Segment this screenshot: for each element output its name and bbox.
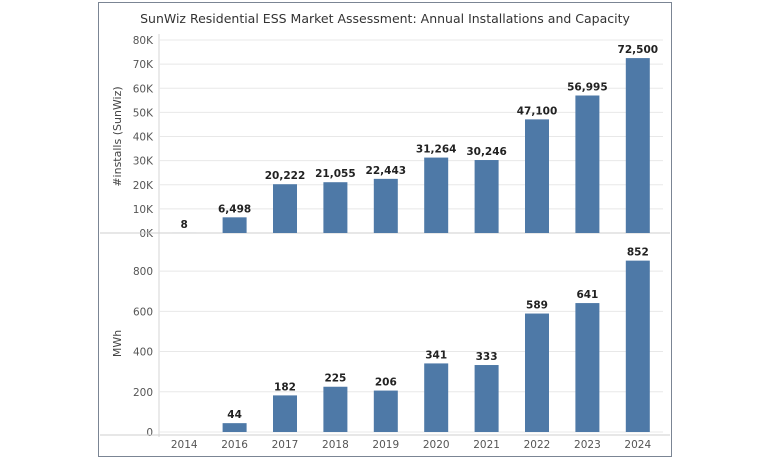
bar xyxy=(575,303,600,432)
y-tick-label: 40K xyxy=(133,132,154,144)
data-label: 852 xyxy=(627,247,649,259)
bar xyxy=(474,160,499,233)
bar xyxy=(625,58,650,233)
y-tick-label: 20K xyxy=(133,180,154,192)
x-tick-label: 2016 xyxy=(221,439,248,451)
bar xyxy=(373,390,398,432)
data-label: 72,500 xyxy=(618,44,659,56)
y-tick-label: 600 xyxy=(133,306,153,318)
data-label: 22,443 xyxy=(366,165,407,177)
chart-title: SunWiz Residential ESS Market Assessment… xyxy=(140,11,630,26)
y-tick-label: 70K xyxy=(133,59,154,71)
bar xyxy=(273,184,297,233)
bar xyxy=(222,217,247,233)
y-tick-label: 30K xyxy=(133,156,154,168)
data-label: 31,264 xyxy=(416,144,457,156)
data-label: 589 xyxy=(526,300,548,312)
bar xyxy=(373,178,398,233)
y-tick-label: 50K xyxy=(133,107,154,119)
x-tick-label: 2014 xyxy=(171,439,198,451)
y-tick-label: 0K xyxy=(139,228,154,240)
bar xyxy=(525,119,549,233)
data-label: 56,995 xyxy=(567,81,608,93)
bar xyxy=(273,395,297,432)
bar xyxy=(474,365,499,432)
x-tick-label: 2022 xyxy=(524,439,551,451)
y-tick-label: 60K xyxy=(133,83,154,95)
data-label: 641 xyxy=(576,289,598,301)
bar xyxy=(222,423,247,432)
x-tick-label: 2024 xyxy=(624,439,651,451)
x-tick-label: 2020 xyxy=(423,439,450,451)
x-tick-label: 2019 xyxy=(372,439,399,451)
bar xyxy=(575,95,600,233)
x-tick-label: 2021 xyxy=(473,439,500,451)
y-tick-label: 80K xyxy=(133,35,154,47)
data-label: 225 xyxy=(324,373,346,385)
y-tick-label: 800 xyxy=(133,266,153,278)
data-label: 21,055 xyxy=(315,168,356,180)
data-label: 333 xyxy=(476,351,498,363)
data-label: 6,498 xyxy=(218,203,251,215)
bar xyxy=(525,313,549,432)
x-tick-label: 2018 xyxy=(322,439,349,451)
y-tick-label: 10K xyxy=(133,204,154,216)
data-label: 341 xyxy=(425,349,447,361)
data-label: 30,246 xyxy=(466,146,507,158)
y-tick-label: 200 xyxy=(133,387,153,399)
x-tick-label: 2023 xyxy=(574,439,601,451)
x-tick-label: 2017 xyxy=(272,439,299,451)
data-label: 182 xyxy=(274,381,296,393)
data-label: 206 xyxy=(375,377,397,389)
bar xyxy=(323,182,348,233)
y-axis-title: #installs (SunWiz) xyxy=(111,86,124,186)
bar xyxy=(323,386,348,432)
bar xyxy=(625,260,650,432)
data-label: 8 xyxy=(181,219,188,231)
y-axis-title: MWh xyxy=(111,330,124,357)
data-label: 47,100 xyxy=(517,105,558,117)
data-label: 44 xyxy=(227,409,242,421)
y-tick-label: 400 xyxy=(133,347,153,359)
bar xyxy=(424,157,449,233)
data-label: 20,222 xyxy=(265,170,306,182)
y-tick-label: 0 xyxy=(146,427,153,439)
bar xyxy=(424,363,449,432)
